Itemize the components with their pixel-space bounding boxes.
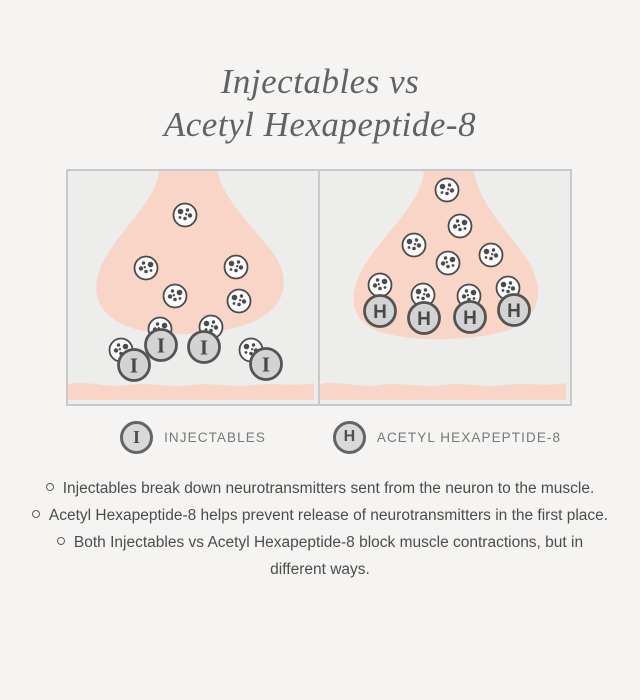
legend-label-injectables: INJECTABLES <box>164 429 266 445</box>
svg-text:I: I <box>200 335 208 359</box>
svg-text:H: H <box>417 309 431 330</box>
vesicle <box>172 202 198 228</box>
bullet-text-2: Acetyl Hexapeptide-8 helps prevent relea… <box>48 506 609 524</box>
vesicle <box>435 250 461 276</box>
svg-text:H: H <box>463 308 477 329</box>
bullet-text-1: Injectables break down neurotransmitters… <box>62 479 595 497</box>
injectables-synapse-illustration: I II I <box>68 170 314 400</box>
vesicle <box>133 255 159 281</box>
svg-text:H: H <box>373 302 387 323</box>
svg-text:I: I <box>262 352 270 376</box>
marker-i: I <box>187 329 221 364</box>
svg-text:I: I <box>157 333 165 357</box>
marker-h: H <box>363 293 397 328</box>
vesicle <box>478 242 504 268</box>
bullet-item-1: Injectables break down neurotransmitters… <box>10 475 630 502</box>
marker-i: I <box>144 327 178 362</box>
vesicle <box>401 232 427 258</box>
hexapeptide-symbol-icon: H <box>332 420 366 454</box>
legend-item-hexapeptide: H ACETYL HEXAPEPTIDE-8 <box>320 420 574 454</box>
page-title: Injectables vs Acetyl Hexapeptide-8 <box>0 60 640 147</box>
bullet-icon <box>45 482 54 491</box>
neuron-terminal <box>96 170 284 335</box>
muscle-band <box>320 382 566 400</box>
legend: I INJECTABLES H ACETYL HEXAPEPTIDE-8 <box>66 420 574 454</box>
marker-h: H <box>407 300 441 335</box>
marker-i: I <box>249 346 283 381</box>
vesicle <box>434 177 460 203</box>
svg-text:H: H <box>507 301 521 322</box>
vesicle <box>447 213 473 239</box>
legend-label-hexapeptide: ACETYL HEXAPEPTIDE-8 <box>376 429 562 445</box>
svg-text:I: I <box>130 353 138 377</box>
marker-i: I <box>117 347 151 382</box>
injectables-symbol-icon: I <box>120 420 154 454</box>
title-line-2: Acetyl Hexapeptide-8 <box>163 105 477 145</box>
vesicle <box>367 272 393 298</box>
vesicle <box>226 288 252 314</box>
bullet-item-3: Both Injectables vs Acetyl Hexapeptide-8… <box>37 529 603 583</box>
legend-item-injectables: I INJECTABLES <box>66 420 320 454</box>
vesicle <box>223 254 249 280</box>
bullet-text-3: Both Injectables vs Acetyl Hexapeptide-8… <box>73 533 584 578</box>
bullet-icon <box>56 536 65 545</box>
title-line-1: Injectables vs <box>220 62 420 101</box>
muscle-band <box>68 382 314 400</box>
bullet-item-2: Acetyl Hexapeptide-8 helps prevent relea… <box>10 502 630 529</box>
marker-h: H <box>497 292 531 327</box>
marker-h: H <box>453 299 487 334</box>
vesicle <box>162 283 188 309</box>
description-list: Injectables break down neurotransmitters… <box>10 475 630 583</box>
bullet-icon <box>31 509 40 518</box>
